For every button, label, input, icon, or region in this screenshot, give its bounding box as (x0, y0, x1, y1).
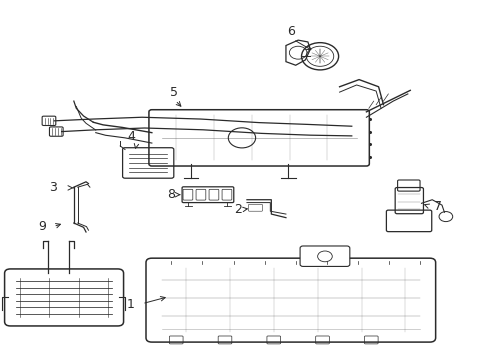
Text: 7: 7 (433, 201, 441, 213)
Text: 3: 3 (49, 181, 57, 194)
Text: 9: 9 (38, 220, 46, 233)
FancyBboxPatch shape (300, 246, 349, 266)
Text: 4: 4 (127, 130, 135, 143)
Text: 1: 1 (127, 298, 135, 311)
Text: 5: 5 (169, 86, 178, 99)
Text: 8: 8 (167, 188, 175, 201)
Text: 2: 2 (234, 203, 242, 216)
Text: 6: 6 (286, 25, 294, 39)
